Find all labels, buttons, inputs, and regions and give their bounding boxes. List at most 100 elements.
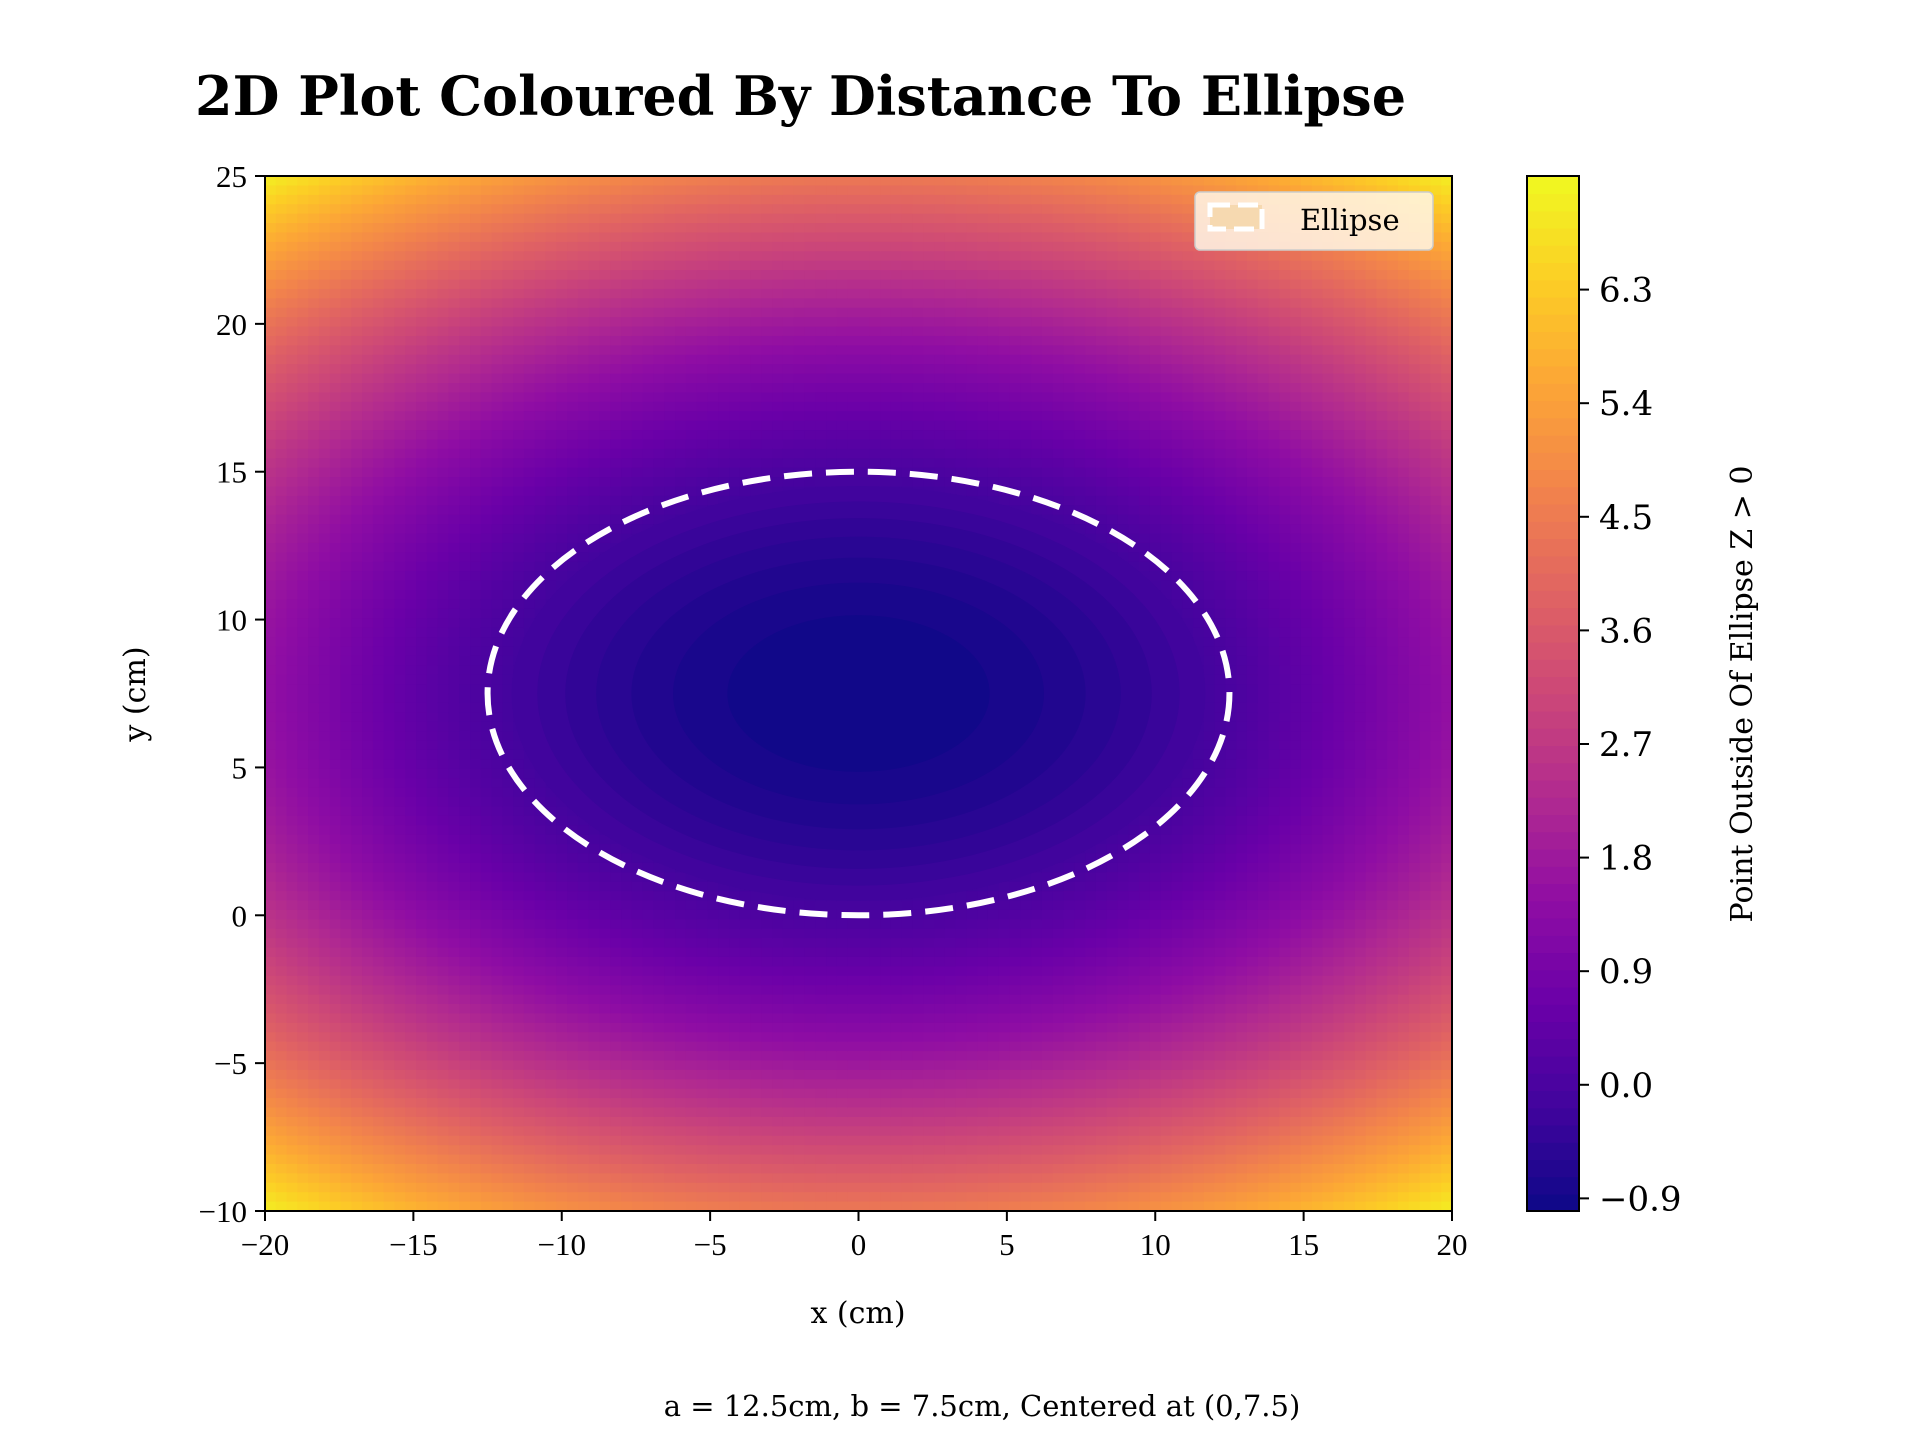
heat-cell xyxy=(437,806,450,817)
heat-cell xyxy=(308,458,320,469)
heat-cell xyxy=(329,223,342,234)
heat-cell xyxy=(556,204,568,215)
heat-cell xyxy=(405,928,417,939)
heat-cell xyxy=(286,909,299,921)
heat-cell xyxy=(718,176,730,187)
heat-cell xyxy=(513,872,525,883)
heat-cell xyxy=(685,1163,698,1175)
heat-cell xyxy=(480,1051,493,1062)
heat-cell xyxy=(675,994,687,1005)
heat-cell xyxy=(718,1126,730,1137)
heat-cell xyxy=(275,251,288,262)
heat-cell xyxy=(588,1135,601,1146)
heat-cell xyxy=(653,298,666,309)
heat-cell xyxy=(426,862,439,874)
heat-cell xyxy=(426,749,439,761)
heat-cell xyxy=(599,881,612,892)
heat-cell xyxy=(577,1060,590,1071)
heat-cell xyxy=(577,1192,590,1203)
heat-cell xyxy=(329,1107,342,1118)
heat-cell xyxy=(265,853,277,864)
heat-cell xyxy=(340,580,353,591)
heat-cell xyxy=(459,815,471,827)
heat-cell xyxy=(739,354,752,365)
heat-cell xyxy=(588,1126,601,1137)
heat-cell xyxy=(426,335,439,347)
heat-cell xyxy=(588,401,601,413)
heat-cell xyxy=(567,486,579,497)
heat-cell xyxy=(470,637,482,648)
heat-cell xyxy=(491,956,504,968)
heat-cell xyxy=(491,778,504,789)
heat-cell xyxy=(696,364,709,375)
heat-cell xyxy=(275,806,288,817)
heat-cell xyxy=(739,1135,752,1146)
heat-cell xyxy=(297,712,309,723)
heat-cell xyxy=(545,580,558,591)
heat-cell xyxy=(394,684,407,695)
heat-cell xyxy=(599,420,612,431)
heat-cell xyxy=(480,655,493,667)
heat-cell xyxy=(448,1107,461,1118)
heat-cell xyxy=(351,288,363,300)
heat-cell xyxy=(318,1004,331,1015)
heat-cell xyxy=(448,204,461,215)
heat-cell xyxy=(372,1088,385,1099)
heat-cell xyxy=(470,1051,482,1062)
heat-cell xyxy=(416,1098,428,1109)
heat-cell xyxy=(750,326,763,337)
heat-cell xyxy=(491,1201,504,1211)
heat-cell xyxy=(685,1079,698,1090)
heat-cell xyxy=(286,505,299,516)
heat-cell xyxy=(534,288,547,300)
heat-cell xyxy=(297,1173,309,1184)
heat-cell xyxy=(707,1088,720,1099)
heat-cell xyxy=(523,401,536,413)
heat-cell xyxy=(556,909,568,921)
heat-cell xyxy=(318,514,331,525)
heat-cell xyxy=(556,467,568,478)
heat-cell xyxy=(480,881,493,892)
heat-cell xyxy=(437,430,450,441)
heat-cell xyxy=(383,467,396,478)
heat-cell xyxy=(394,891,407,902)
heat-cell xyxy=(675,477,687,488)
heat-cell xyxy=(750,298,763,309)
heat-cell xyxy=(362,571,374,582)
heat-cell xyxy=(448,806,461,817)
heat-cell xyxy=(286,260,299,271)
heat-cell xyxy=(308,176,320,187)
heat-cell xyxy=(308,909,320,921)
heat-cell xyxy=(588,1032,601,1043)
heat-cell xyxy=(739,288,752,300)
heat-cell xyxy=(621,420,633,431)
heat-cell xyxy=(729,1098,741,1109)
heat-cell xyxy=(588,1069,601,1081)
heat-cell xyxy=(556,335,568,347)
heat-cell xyxy=(405,524,417,535)
heat-cell xyxy=(513,1088,525,1099)
heat-cell xyxy=(534,251,547,262)
heat-cell xyxy=(491,448,504,460)
heat-cell xyxy=(426,514,439,525)
heat-cell xyxy=(405,251,417,262)
heat-cell xyxy=(383,862,396,874)
heat-cell xyxy=(675,1173,687,1184)
heat-cell xyxy=(480,956,493,968)
heat-cell xyxy=(426,665,439,676)
heat-cell xyxy=(696,947,709,958)
heat-cell xyxy=(675,204,687,215)
heat-cell xyxy=(502,975,514,986)
heat-cell xyxy=(275,194,288,206)
heat-cell xyxy=(437,354,450,365)
heat-cell xyxy=(394,270,407,281)
heat-cell xyxy=(675,1107,687,1118)
heat-cell xyxy=(275,1163,288,1175)
heat-cell xyxy=(405,194,417,206)
heat-cell xyxy=(426,975,439,986)
heat-cell xyxy=(664,1173,676,1184)
heat-cell xyxy=(653,1173,666,1184)
heat-cell xyxy=(405,420,417,431)
heat-cell xyxy=(567,985,579,996)
heat-cell xyxy=(426,909,439,921)
